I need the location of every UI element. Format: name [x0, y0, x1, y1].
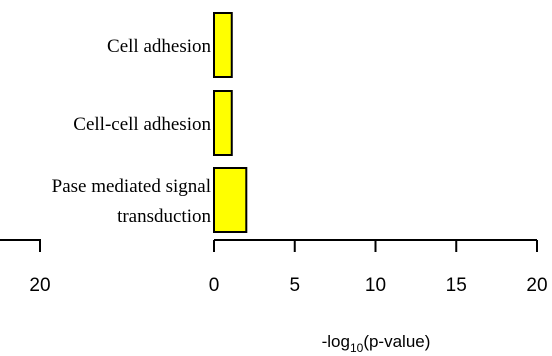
x-axis-title: -log10(p-value) — [322, 332, 431, 355]
x-tick-label: 0 — [209, 275, 220, 296]
category-label: Pase mediated signal — [52, 176, 211, 197]
x-tick-label: 5 — [289, 275, 300, 296]
left-panel-x-axis: 20 — [0, 239, 51, 296]
category-label: Cell adhesion — [107, 36, 211, 57]
left-x-tick-label: 20 — [29, 275, 50, 296]
x-axis-title-prefix: -log — [322, 332, 350, 351]
bars — [213, 12, 248, 233]
category-label: transduction — [117, 206, 211, 227]
x-tick-label: 20 — [526, 275, 547, 296]
x-axis: 0 5 10 15 20 — [209, 239, 548, 296]
x-tick-label: 10 — [365, 275, 386, 296]
x-axis-title-subscript: 10 — [350, 341, 364, 355]
category-label: Cell-cell adhesion — [73, 114, 211, 135]
bar — [213, 12, 233, 78]
category-labels: Cell adhesion Cell-cell adhesion Pase medi… — [52, 36, 212, 227]
bar — [213, 167, 248, 233]
x-tick-label: 15 — [446, 275, 467, 296]
bar — [213, 90, 233, 156]
x-axis-title-suffix: (p-value) — [363, 332, 430, 351]
